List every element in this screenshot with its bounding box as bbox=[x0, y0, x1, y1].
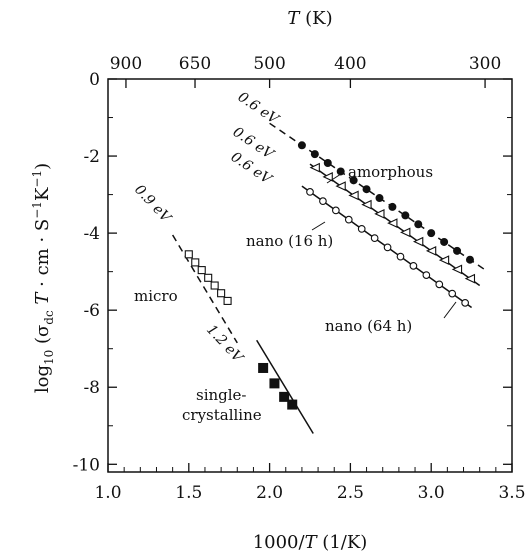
marker-nano-64h bbox=[461, 299, 469, 307]
marker-amorphous bbox=[336, 167, 345, 176]
marker-amorphous bbox=[427, 229, 436, 238]
top-tick-label: 650 bbox=[179, 54, 211, 74]
label-single-line1: single- bbox=[196, 386, 247, 404]
x-tick-label: 1.0 bbox=[94, 483, 121, 503]
marker-nano-16h bbox=[425, 245, 437, 256]
marker-nano-64h bbox=[383, 243, 392, 252]
x-tick-label: 3.5 bbox=[498, 483, 525, 503]
label-single-line2: crystalline bbox=[182, 406, 262, 424]
fit-line bbox=[269, 122, 489, 273]
marker-nano-16h bbox=[348, 190, 359, 201]
y-tick-label: 0 bbox=[89, 70, 100, 90]
marker-nano-16h bbox=[374, 208, 385, 219]
marker-nano-16h bbox=[464, 273, 476, 284]
x-tick-label: 2.0 bbox=[256, 483, 283, 503]
fit-line bbox=[256, 339, 314, 434]
label-nano-64h: nano (64 h) bbox=[325, 317, 412, 335]
top-tick-label: 900 bbox=[110, 54, 142, 74]
x-tick-label: 2.5 bbox=[337, 483, 364, 503]
y-tick-label: -2 bbox=[83, 147, 100, 167]
slope-label-single-crystalline: 1.2 eV bbox=[203, 322, 247, 367]
top-tick-label: 300 bbox=[469, 54, 501, 74]
y-tick-label: -4 bbox=[83, 224, 100, 244]
marker-micro bbox=[184, 250, 193, 259]
marker-amorphous bbox=[465, 255, 474, 264]
x-tick-label: 1.5 bbox=[175, 483, 202, 503]
fit-line bbox=[171, 234, 238, 344]
slope-label-amorphous: 0.6 eV bbox=[235, 89, 283, 129]
marker-micro bbox=[223, 296, 232, 305]
top-tick-label: 500 bbox=[253, 54, 285, 74]
marker-nano-16h bbox=[387, 218, 398, 228]
leader-amorphous bbox=[326, 171, 345, 184]
label-nano-16h: nano (16 h) bbox=[246, 232, 333, 250]
marker-single-crystalline bbox=[258, 362, 269, 373]
marker-amorphous bbox=[401, 211, 410, 220]
marker-amorphous bbox=[453, 246, 462, 255]
marker-nano-64h bbox=[435, 280, 444, 289]
marker-amorphous bbox=[440, 237, 449, 246]
marker-nano-64h bbox=[396, 252, 405, 261]
marker-nano-64h bbox=[306, 188, 314, 196]
marker-single-crystalline bbox=[279, 391, 290, 402]
marker-nano-64h bbox=[448, 289, 457, 298]
label-amorphous: amorphous bbox=[348, 163, 433, 181]
marker-amorphous bbox=[310, 150, 319, 159]
marker-amorphous bbox=[375, 194, 384, 203]
leader-nano-16h bbox=[311, 221, 326, 231]
marker-amorphous bbox=[349, 176, 358, 185]
y-tick-label: -10 bbox=[73, 455, 100, 475]
slope-label-micro: 0.9 eV bbox=[131, 182, 175, 227]
marker-nano-64h bbox=[319, 197, 327, 205]
marker-nano-64h bbox=[409, 262, 418, 270]
marker-micro bbox=[191, 258, 200, 267]
marker-nano-64h bbox=[357, 225, 366, 233]
marker-nano-64h bbox=[332, 206, 340, 215]
marker-nano-16h bbox=[322, 171, 333, 182]
marker-nano-64h bbox=[370, 234, 379, 242]
marker-nano-16h bbox=[451, 264, 463, 275]
marker-nano-16h bbox=[438, 255, 450, 265]
marker-amorphous bbox=[323, 158, 332, 167]
marker-nano-16h bbox=[335, 181, 346, 191]
x-axis-title: 1000/T (1/K) bbox=[253, 532, 368, 553]
marker-nano-16h bbox=[412, 236, 424, 247]
data-markers bbox=[184, 141, 476, 410]
plot-frame bbox=[107, 78, 513, 473]
label-micro: micro bbox=[134, 287, 178, 305]
marker-amorphous bbox=[388, 202, 397, 211]
x-tick-label: 3.0 bbox=[418, 483, 445, 503]
marker-nano-64h bbox=[422, 271, 431, 279]
leader-nano-64h bbox=[443, 301, 457, 319]
marker-nano-64h bbox=[344, 215, 353, 224]
marker-micro bbox=[197, 266, 206, 275]
marker-micro bbox=[204, 273, 213, 282]
y-tick-label: -8 bbox=[83, 378, 100, 398]
marker-nano-16h bbox=[361, 199, 372, 210]
axes: 1.0 1.5 2.0 2.5 3.0 3.5 0 -2 -4 -6 -8 -10 900 650 500 4… bbox=[73, 54, 526, 503]
top-tick-label: 400 bbox=[334, 54, 366, 74]
marker-micro bbox=[210, 281, 219, 290]
marker-amorphous bbox=[414, 220, 423, 229]
marker-nano-16h bbox=[309, 162, 320, 173]
y-axis-title: log10 (σdc T · cm · S−1K−1) bbox=[30, 163, 56, 393]
y-tick-label: -6 bbox=[83, 301, 100, 321]
marker-amorphous bbox=[362, 185, 371, 194]
top-axis-title: T (K) bbox=[287, 8, 332, 29]
marker-single-crystalline bbox=[287, 399, 298, 410]
marker-single-crystalline bbox=[269, 378, 280, 389]
marker-nano-16h bbox=[400, 227, 411, 238]
marker-amorphous bbox=[297, 141, 306, 150]
marker-micro bbox=[217, 289, 226, 298]
